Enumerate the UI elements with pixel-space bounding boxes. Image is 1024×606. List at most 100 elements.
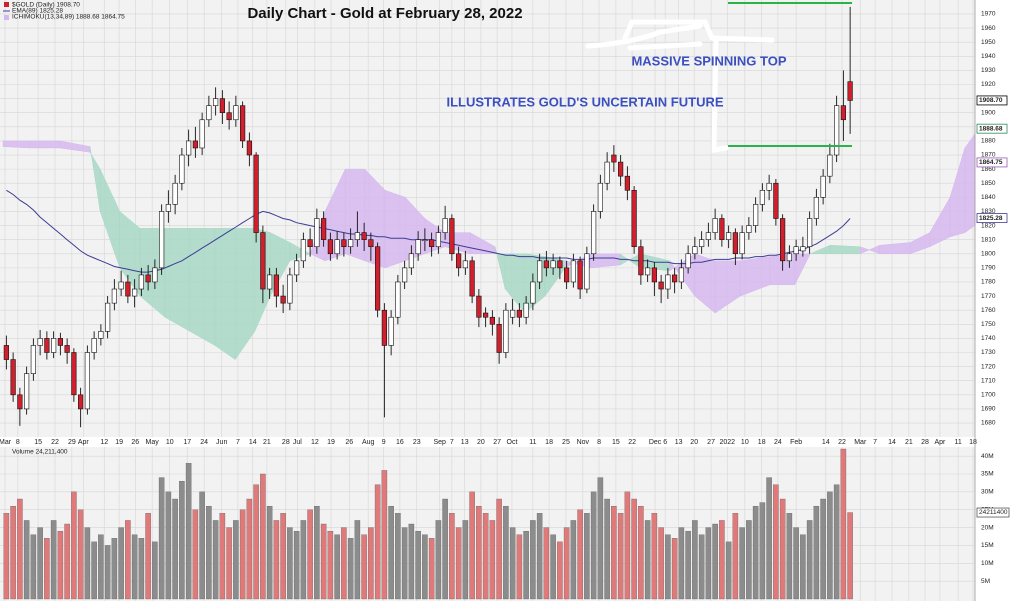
candle-body — [577, 260, 583, 290]
y-tick-label: 1730 — [981, 349, 996, 356]
candle-body — [597, 182, 603, 212]
volume-bar — [287, 527, 293, 600]
volume-bar — [678, 527, 685, 600]
candle-body — [773, 182, 779, 219]
y-tick-label: 1740 — [981, 335, 996, 342]
x-tick-label: 20 — [690, 439, 698, 446]
x-tick-label: 22 — [838, 439, 846, 446]
candle-body — [516, 309, 522, 318]
volume-bar — [732, 513, 739, 600]
price-badge — [976, 123, 1008, 134]
labels: Mar 8 15 22 29 Apr 12 19 26 May 10 17 24 Jun 7 14 21 28 Ju… — [0, 11, 1010, 585]
candle-body — [375, 246, 381, 311]
volume-bar — [435, 520, 442, 600]
volume-bar — [550, 534, 556, 600]
scribble — [585, 19, 775, 51]
candle-body — [793, 246, 799, 255]
candle-body — [51, 338, 57, 353]
volume-bar — [64, 523, 70, 600]
volume-badge-label: 24211400 — [979, 509, 1008, 516]
candle-body — [469, 260, 475, 297]
volume-bar — [165, 491, 172, 600]
volume-bar — [212, 520, 219, 600]
y-tick-label: 1790 — [981, 265, 996, 272]
candle-body — [746, 225, 752, 233]
y-tick-label: 1870 — [981, 152, 996, 159]
volume-bar — [253, 484, 259, 600]
volume-tick-label: 30M — [981, 489, 994, 496]
volume-bar — [145, 513, 151, 600]
cloud-segment — [189, 228, 216, 346]
volume-bar — [17, 498, 23, 600]
volume-bar — [206, 505, 212, 600]
x-tick-label: 10 — [741, 439, 749, 446]
x-tick-label: 27 — [707, 439, 715, 446]
volume-bar — [644, 520, 651, 600]
candle-body — [685, 253, 691, 269]
candle-body — [199, 119, 205, 149]
volume-bar — [172, 498, 178, 600]
candle-body — [334, 239, 340, 255]
volume-bar — [158, 477, 165, 600]
cloud-segment — [829, 245, 861, 255]
x-tick-label: Feb — [790, 439, 802, 446]
candle-body — [476, 295, 482, 318]
candle-body — [422, 239, 428, 241]
volume-bar — [671, 538, 678, 600]
volume-bar — [509, 527, 516, 600]
cloud-segment — [214, 228, 236, 361]
x-tick-label: 8 — [16, 439, 20, 446]
cloud-segment — [29, 140, 60, 149]
volume-legend: Volume 24,211,400 — [12, 449, 68, 456]
candle-body — [665, 274, 671, 290]
candle-body — [584, 253, 590, 290]
x-tick-label: 14 — [888, 439, 896, 446]
volume-bar — [219, 513, 226, 600]
volume-bar — [44, 538, 50, 600]
volume-bar — [395, 513, 401, 600]
candle-body — [658, 281, 664, 290]
volume-bars — [3, 448, 853, 600]
volume-bar — [449, 513, 455, 600]
volume-bar — [361, 534, 367, 600]
volume-tick-label: 20M — [981, 524, 994, 531]
candle-body — [847, 81, 853, 101]
volume-bar — [57, 530, 64, 600]
candle-body — [496, 323, 502, 353]
candle-body — [537, 260, 543, 283]
x-tick-label: Sep — [433, 439, 446, 446]
volume-bar — [793, 527, 799, 600]
candle-body — [550, 260, 556, 269]
x-tick-label: Apr — [934, 439, 946, 446]
cloud-segment — [2, 140, 31, 149]
candle-body — [442, 218, 448, 233]
x-tick-label: 20 — [477, 439, 485, 446]
y-tick-label: 1710 — [981, 377, 996, 384]
candle-body — [543, 260, 549, 269]
volume-bar — [37, 527, 43, 600]
x-tick-label: 26 — [345, 439, 353, 446]
volume-bar — [118, 527, 124, 600]
x-tick-label: 7 — [236, 439, 240, 446]
cloud-segment — [964, 133, 976, 234]
candle-body — [213, 98, 219, 106]
candle-body — [604, 161, 610, 184]
price-badge — [976, 95, 1008, 106]
y-tick-label: 1960 — [981, 25, 996, 32]
x-tick-label: 22 — [628, 439, 636, 446]
y-tick-label: 1920 — [981, 81, 996, 88]
volume-bar — [388, 505, 394, 600]
volume-bar — [138, 538, 145, 600]
candle-body — [807, 218, 813, 248]
volume-bar — [125, 520, 131, 600]
y-tick-label: 1750 — [981, 321, 996, 328]
candle-body — [692, 246, 698, 255]
volume-bar — [239, 509, 246, 600]
volume-bar — [631, 498, 637, 600]
x-tick-label: 24 — [774, 439, 782, 446]
candle-body — [10, 359, 16, 396]
volume-bar — [840, 448, 847, 600]
volume-bar — [3, 513, 10, 600]
ema-line — [6, 189, 851, 273]
candle-body — [381, 309, 387, 346]
